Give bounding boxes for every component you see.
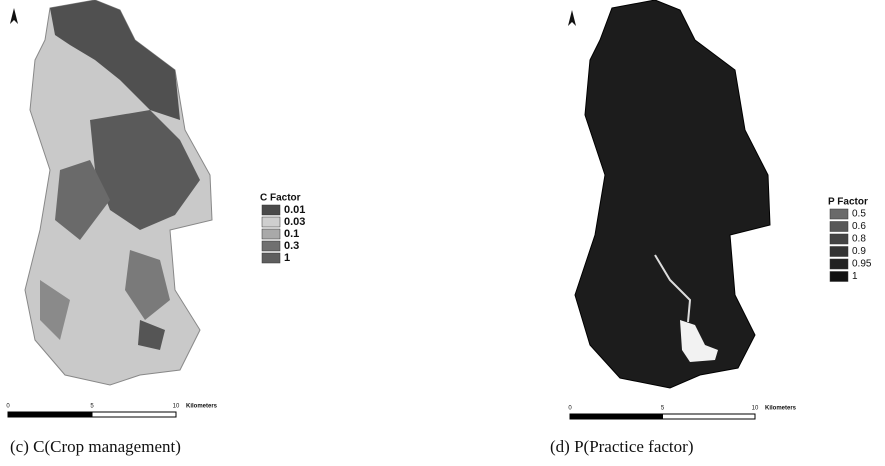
- legend-label: 0.03: [284, 216, 305, 228]
- legend-swatch: [262, 217, 280, 227]
- scale-bar-white: [663, 414, 756, 419]
- scale-label: 5: [90, 404, 94, 410]
- scale-label: 10: [752, 406, 759, 412]
- scale-bar-white: [92, 412, 176, 417]
- legend-swatch: [262, 241, 280, 251]
- scale-unit: Kilometers: [186, 404, 218, 410]
- scale-bar-black: [8, 412, 92, 417]
- legend-swatch: [830, 209, 848, 219]
- legend-swatch: [830, 234, 848, 244]
- scale-label: 10: [173, 404, 180, 410]
- legend-swatch: [830, 247, 848, 257]
- legend-label: 1: [852, 271, 858, 282]
- legend-swatch: [830, 259, 848, 269]
- scale-unit: Kilometers: [765, 406, 797, 412]
- legend-label: 0.5: [852, 209, 866, 220]
- legend-label: 0.9: [852, 246, 866, 257]
- map-p-factor: [575, 0, 770, 388]
- legend-label: 0.3: [284, 240, 299, 252]
- legend-label: 0.6: [852, 221, 866, 232]
- legend-swatch: [262, 205, 280, 215]
- legend-swatch: [262, 229, 280, 239]
- figure: C Factor0.010.030.10.310510Kilometers(c)…: [0, 0, 885, 466]
- legend-label: 0.01: [284, 204, 305, 216]
- scale-label: 0: [6, 404, 10, 410]
- map-c-factor: [25, 0, 212, 385]
- legend-label: 0.1: [284, 228, 299, 240]
- scale-label: 5: [661, 406, 665, 412]
- legend-title: C Factor: [260, 193, 301, 204]
- legend-label: 0.8: [852, 234, 866, 245]
- caption: (c) C(Crop management): [10, 437, 181, 456]
- legend-swatch: [830, 272, 848, 282]
- legend-label: 1: [284, 252, 290, 264]
- caption: (d) P(Practice factor): [550, 437, 693, 456]
- north-arrow: [568, 10, 576, 26]
- legend-title: P Factor: [828, 197, 868, 208]
- legend-label: 0.95: [852, 259, 872, 270]
- legend-swatch: [262, 253, 280, 263]
- scale-label: 0: [568, 406, 572, 412]
- legend-swatch: [830, 222, 848, 232]
- scale-bar-black: [570, 414, 663, 419]
- north-arrow: [10, 8, 18, 24]
